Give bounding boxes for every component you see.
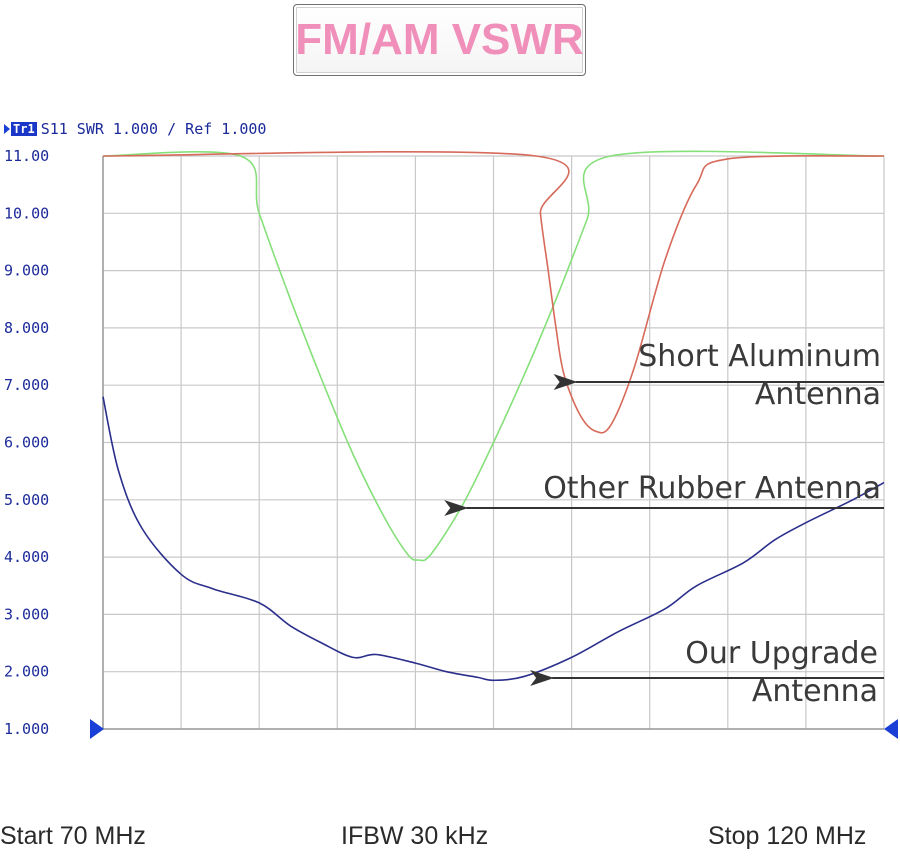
- trace-tag[interactable]: Tr1: [11, 122, 37, 136]
- vswr-chart: 11.00 10.00 9.000 8.000 7.000 6.000 5.000 4.000…: [4, 147, 898, 739]
- y-tick-label: 4.000: [4, 548, 49, 566]
- series-line-other-rubber-antenna: [102, 150, 885, 562]
- title-badge: FM/AM VSWR: [293, 4, 586, 76]
- stop-frequency: Stop 120 MHz: [708, 822, 867, 850]
- y-tick-label: 10.00: [4, 204, 49, 222]
- trace-header: Tr1 S11 SWR 1.000 / Ref 1.000: [4, 120, 267, 138]
- start-frequency: Start 70 MHz: [0, 822, 146, 850]
- axis-markers: [90, 719, 898, 739]
- y-tick-label: 3.000: [4, 605, 49, 623]
- y-tick-label: 7.000: [4, 376, 49, 394]
- series-line-short-aluminum-antenna: [102, 150, 885, 434]
- ref-marker-right-icon: [884, 719, 898, 739]
- y-tick-label: 2.000: [4, 663, 49, 681]
- chart-series: [102, 150, 885, 682]
- ifbw-label: IFBW 30 kHz: [341, 822, 489, 850]
- annotation-label: Our Upgrade: [685, 636, 878, 671]
- y-tick-label: 5.000: [4, 491, 49, 509]
- y-tick-label: 6.000: [4, 434, 49, 452]
- y-tick-label: 8.000: [4, 319, 49, 337]
- chart-title: FM/AM VSWR: [295, 15, 584, 64]
- annotation-label: Antenna: [755, 377, 881, 412]
- ref-marker-left-icon: [90, 719, 104, 739]
- chart-grid: [102, 155, 885, 730]
- series-line-our-upgrade-antenna: [102, 396, 885, 682]
- y-tick-label: 1.000: [4, 720, 49, 738]
- annotation-label: Antenna: [752, 674, 878, 709]
- trace-marker-icon: [4, 124, 10, 134]
- annotation-label: Other Rubber Antenna: [543, 471, 881, 506]
- annotation-label: Short Aluminum: [638, 339, 881, 374]
- y-tick-label: 11.00: [4, 147, 49, 165]
- y-tick-label: 9.000: [4, 262, 49, 280]
- y-tick-labels: 11.00 10.00 9.000 8.000 7.000 6.000 5.000 4.000…: [4, 147, 49, 738]
- trace-label: S11 SWR 1.000 / Ref 1.000: [40, 120, 267, 138]
